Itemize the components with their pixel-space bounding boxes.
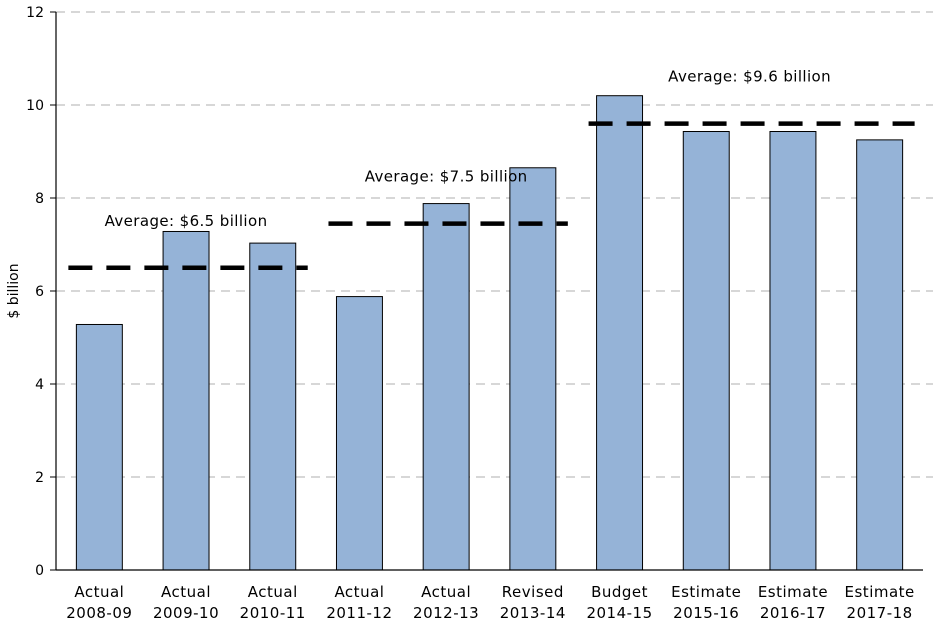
bars xyxy=(75,95,904,571)
y-tick-label: 2 xyxy=(35,470,44,486)
x-tick-label: Estimate 2015-16 xyxy=(671,583,741,622)
average-label: Average: $9.6 billion xyxy=(668,68,831,86)
bar xyxy=(335,296,383,571)
y-axis-label: $ billion xyxy=(6,263,22,318)
x-tick-label: Revised 2013-14 xyxy=(500,583,566,622)
y-tick-label: 8 xyxy=(35,191,44,207)
bar xyxy=(162,230,210,571)
bar xyxy=(75,323,123,571)
bar xyxy=(769,131,817,571)
y-tick-label: 10 xyxy=(26,98,44,114)
bar xyxy=(682,131,730,571)
x-tick-label: Budget 2014-15 xyxy=(586,583,652,622)
gridlines xyxy=(56,11,933,478)
y-tick-label: 6 xyxy=(35,284,44,300)
y-tick-label: 12 xyxy=(26,5,44,21)
axes: 0 2 4 6 8 10 12 Actual 2008-09 Actual 2009-10 Actua… xyxy=(26,5,923,622)
average-label: Average: $6.5 billion xyxy=(105,212,268,230)
x-tick-label: Estimate 2016-17 xyxy=(758,583,828,622)
bar xyxy=(596,95,644,571)
bar xyxy=(422,203,470,571)
average-lines: Average: $6.5 billion Average: $7.5 billi… xyxy=(68,68,915,270)
bar xyxy=(856,139,904,571)
x-tick-label: Actual 2012-13 xyxy=(413,583,479,622)
x-tick-label: Estimate 2017-18 xyxy=(845,583,915,622)
x-tick-label: Actual 2008-09 xyxy=(66,583,132,622)
y-tick-label: 4 xyxy=(35,377,44,393)
bar xyxy=(509,167,557,571)
x-tick-label: Actual 2010-11 xyxy=(240,583,306,622)
x-tick-label: Actual 2009-10 xyxy=(153,583,219,622)
x-tick-label: Actual 2011-12 xyxy=(326,583,392,622)
y-tick-label: 0 xyxy=(35,563,44,579)
bar xyxy=(249,242,297,571)
average-label: Average: $7.5 billion xyxy=(365,168,528,186)
